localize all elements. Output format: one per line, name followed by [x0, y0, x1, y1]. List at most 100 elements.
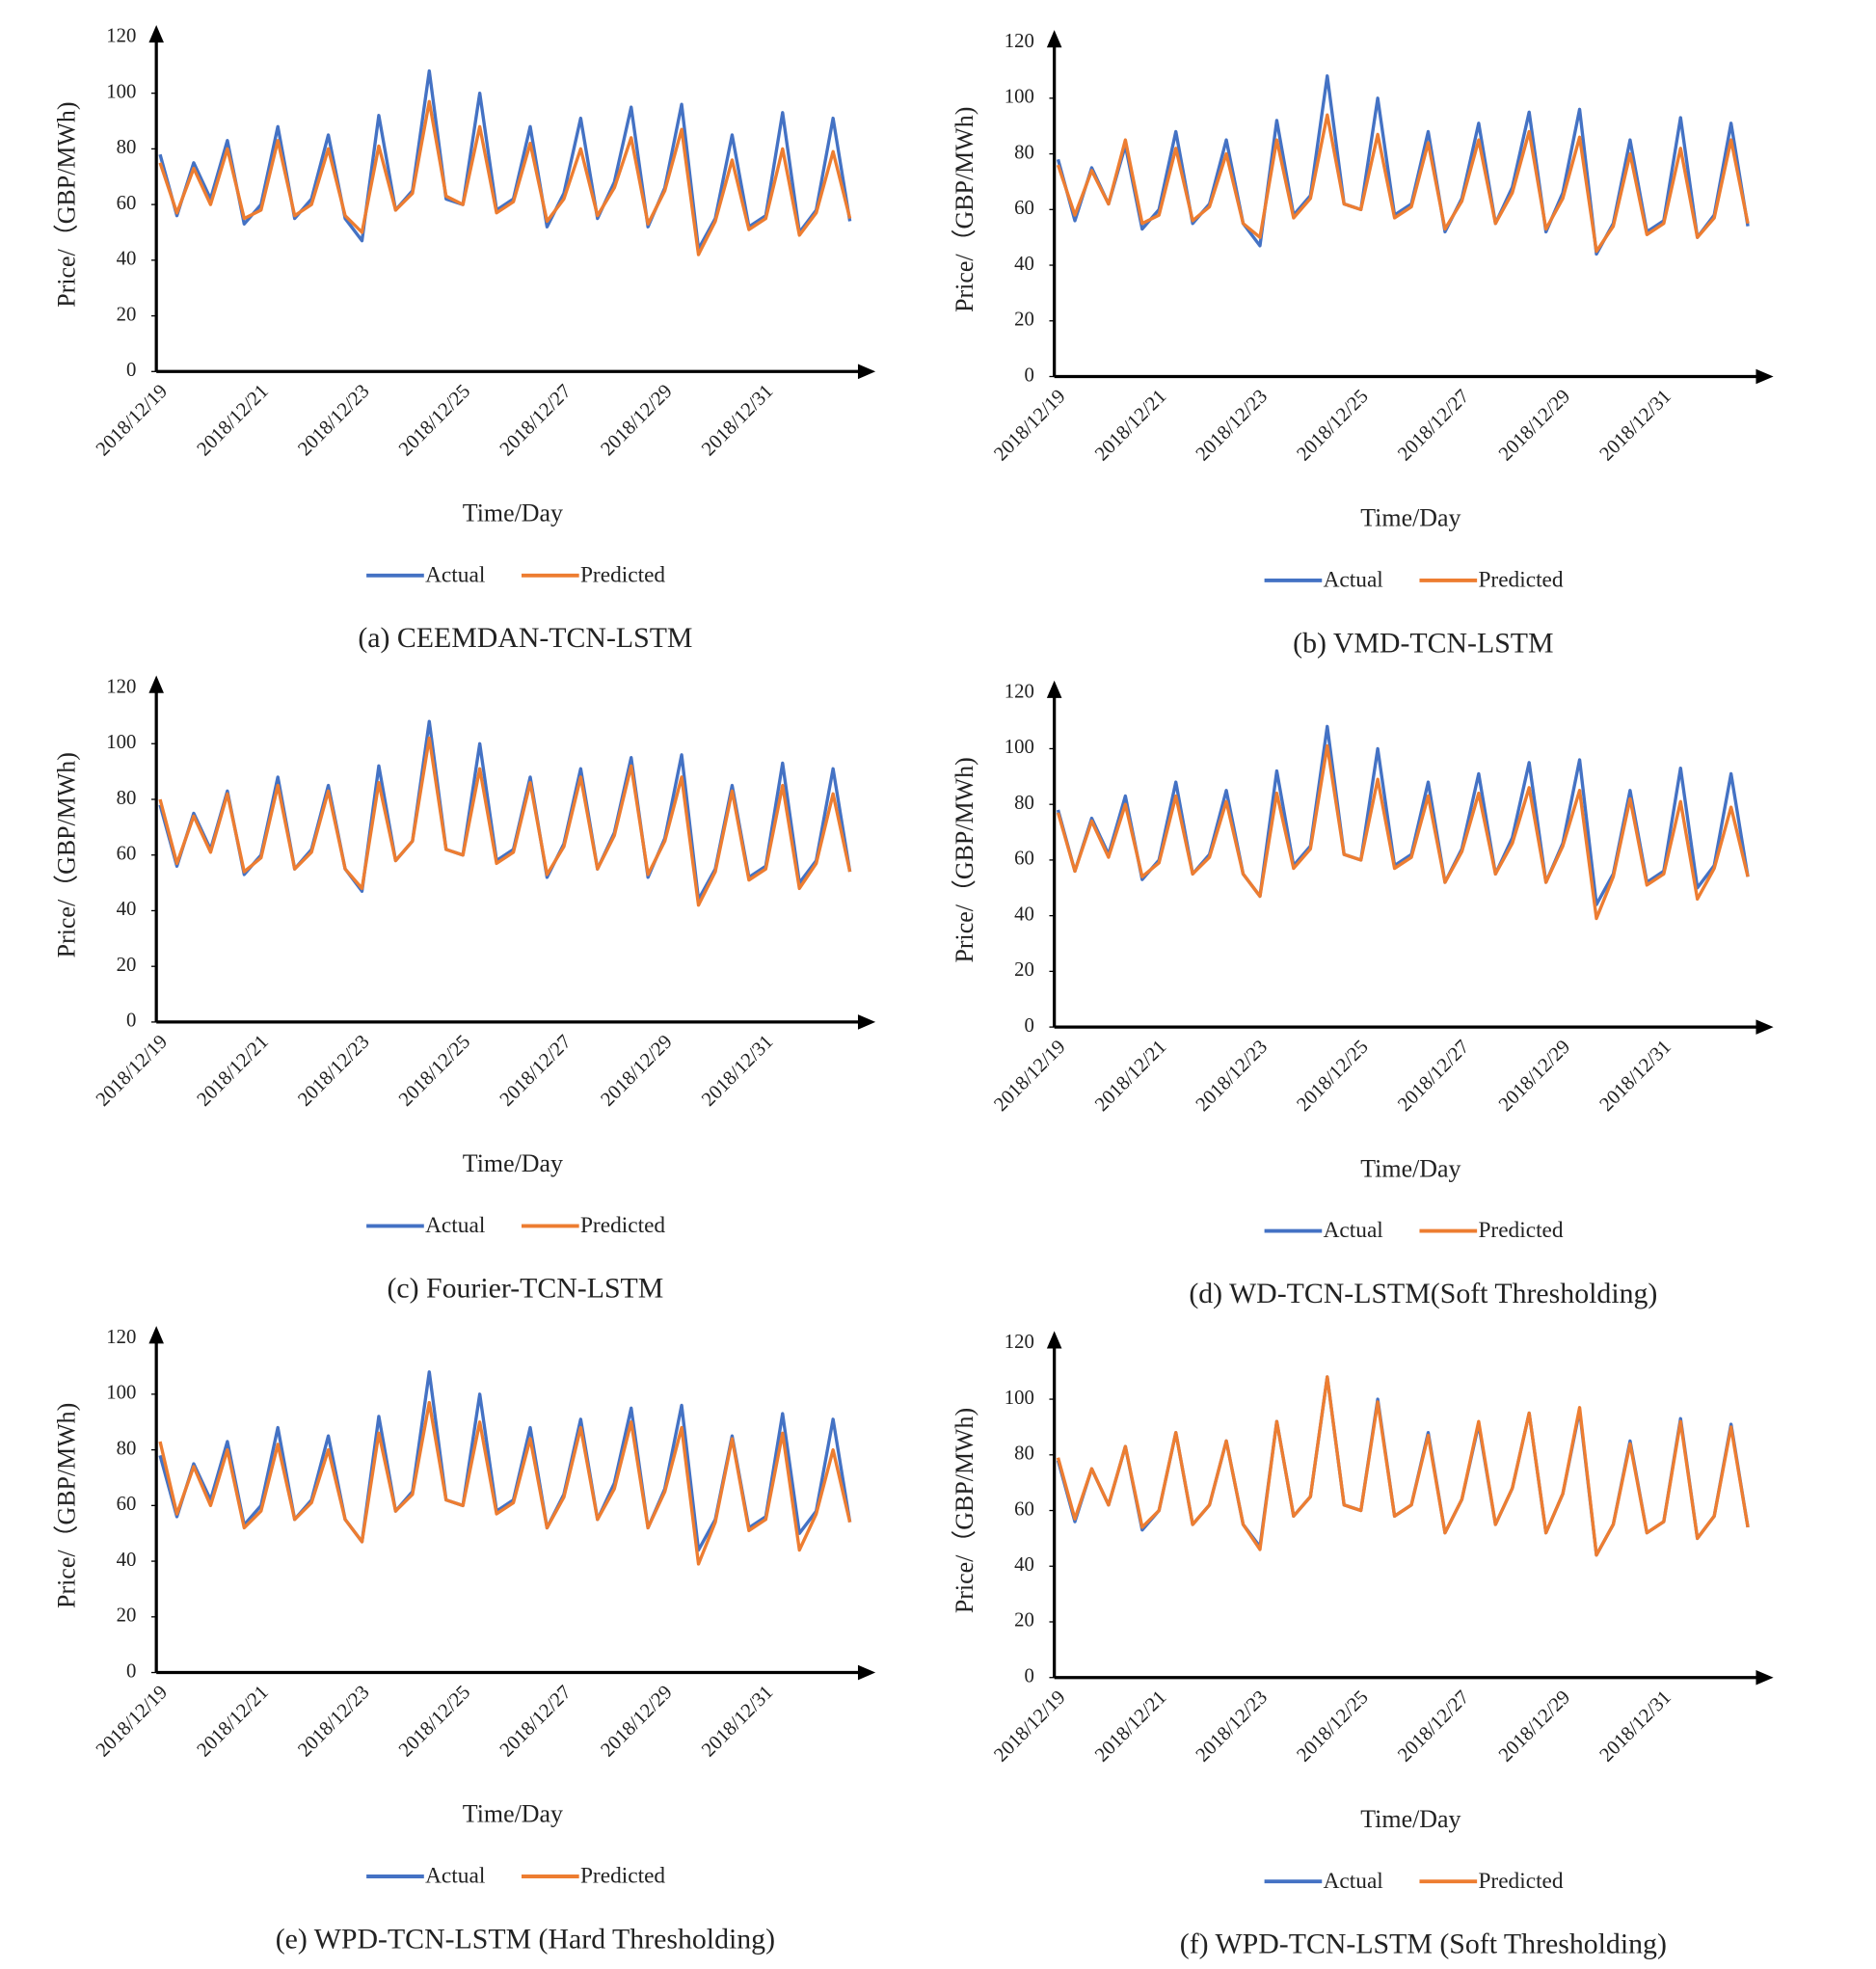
- legend-label: Actual: [1324, 568, 1384, 593]
- x-axis-arrow: [857, 1014, 876, 1030]
- x-tick-label: 2018/12/21: [193, 381, 272, 460]
- y-tick-label: 100: [1005, 1388, 1034, 1409]
- legend-label: Actual: [425, 562, 486, 587]
- x-tick-label: 2018/12/23: [1193, 386, 1272, 465]
- data-line: [158, 68, 852, 251]
- y-tick-label: 120: [1005, 681, 1034, 702]
- x-axis-title: Time/Day: [1360, 1154, 1461, 1182]
- y-tick-label: 60: [117, 193, 137, 214]
- x-tick-label: 2018/12/29: [597, 381, 676, 460]
- x-axis-title: Time/Day: [463, 499, 563, 526]
- chart-caption: (a) CEEMDAN-TCN-LSTM: [358, 622, 692, 654]
- y-axis-arrow: [1046, 1331, 1062, 1349]
- x-tick-label: 2018/12/31: [1596, 1686, 1675, 1766]
- data-line: [158, 736, 852, 907]
- y-tick-label: 100: [1005, 87, 1034, 108]
- x-tick-label: 2018/12/31: [698, 1682, 777, 1761]
- x-tick-label: 2018/12/19: [93, 381, 172, 460]
- x-tick-label: 2018/12/25: [395, 1031, 474, 1110]
- y-tick-label: 60: [1014, 198, 1034, 219]
- y-tick-label: 40: [1014, 1554, 1034, 1576]
- x-axis-arrow: [1755, 1669, 1774, 1686]
- chart-caption: (d) WD-TCN-LSTM(Soft Thresholding): [1189, 1278, 1657, 1309]
- data-line: [1056, 74, 1750, 256]
- x-tick-label: 2018/12/23: [294, 381, 373, 460]
- x-tick-label: 2018/12/23: [1193, 1037, 1272, 1116]
- chart-panel: 0 20 40 60 80 100 120 2018/12/19 2018/12/21 2018/…: [951, 30, 1774, 659]
- y-tick-label: 0: [126, 360, 136, 381]
- y-axis-arrow: [1046, 680, 1062, 698]
- x-tick-label: 2018/12/25: [1293, 1037, 1372, 1116]
- legend-label: Actual: [1324, 1869, 1384, 1894]
- data-line: [1056, 1375, 1750, 1557]
- data-line: [158, 99, 852, 256]
- x-axis-arrow: [1755, 368, 1774, 385]
- y-axis-title: Price/（GBP/MWh): [951, 107, 978, 312]
- y-tick-label: 0: [126, 1660, 136, 1682]
- y-tick-label: 20: [117, 1605, 137, 1627]
- x-tick-label: 2018/12/25: [395, 381, 474, 460]
- y-axis-arrow: [148, 24, 164, 43]
- legend-label: Predicted: [580, 562, 665, 587]
- x-axis-arrow: [857, 1664, 876, 1681]
- x-tick-label: 2018/12/31: [1596, 386, 1675, 465]
- x-tick-label: 2018/12/25: [1293, 1686, 1372, 1766]
- x-tick-label: 2018/12/19: [990, 386, 1069, 465]
- y-tick-label: 40: [117, 1550, 137, 1571]
- y-tick-label: 0: [1025, 364, 1034, 386]
- x-tick-label: 2018/12/21: [193, 1031, 272, 1110]
- y-axis-title: Price/（GBP/MWh): [951, 757, 978, 962]
- y-tick-label: 80: [1014, 793, 1034, 814]
- data-line: [158, 1400, 852, 1566]
- y-tick-label: 60: [1014, 1498, 1034, 1520]
- x-tick-label: 2018/12/21: [1091, 386, 1170, 465]
- legend-label: Actual: [1324, 1218, 1384, 1243]
- x-tick-label: 2018/12/19: [990, 1037, 1069, 1116]
- y-tick-label: 80: [117, 788, 137, 809]
- y-tick-label: 100: [106, 81, 136, 102]
- x-tick-label: 2018/12/31: [698, 1031, 777, 1110]
- x-tick-label: 2018/12/27: [1394, 1037, 1473, 1116]
- legend-label: Predicted: [1478, 568, 1563, 593]
- y-axis-title: Price/（GBP/MWh): [52, 101, 80, 307]
- x-axis-title: Time/Day: [463, 1149, 563, 1177]
- chart-caption: (e) WPD-TCN-LSTM (Hard Thresholding): [276, 1923, 775, 1955]
- y-tick-label: 100: [1005, 737, 1034, 758]
- y-axis-title: Price/（GBP/MWh): [52, 1403, 80, 1608]
- chart-panel: 0 20 40 60 80 100 120 2018/12/19 2018/12/21 2018/…: [52, 1326, 876, 1955]
- x-tick-label: 2018/12/29: [1495, 1037, 1574, 1116]
- chart-panel: 0 20 40 60 80 100 120 2018/12/19 2018/12/21 2018/…: [951, 1331, 1774, 1959]
- chart-caption: (b) VMD-TCN-LSTM: [1293, 627, 1553, 659]
- x-axis-title: Time/Day: [1360, 504, 1461, 532]
- x-tick-label: 2018/12/29: [597, 1682, 676, 1761]
- legend-label: Actual: [425, 1213, 486, 1238]
- x-tick-label: 2018/12/21: [1091, 1037, 1170, 1116]
- x-axis-arrow: [1755, 1019, 1774, 1035]
- chart-panel: 0 20 40 60 80 100 120 2018/12/19 2018/12/21 2018/…: [52, 675, 876, 1305]
- x-tick-label: 2018/12/21: [1091, 1686, 1170, 1766]
- x-tick-label: 2018/12/31: [698, 381, 777, 460]
- x-tick-label: 2018/12/27: [1394, 386, 1473, 465]
- y-tick-label: 0: [126, 1011, 136, 1032]
- x-tick-label: 2018/12/21: [193, 1682, 272, 1761]
- x-tick-label: 2018/12/31: [1596, 1037, 1675, 1116]
- y-tick-label: 100: [106, 1383, 136, 1404]
- y-tick-label: 80: [1014, 142, 1034, 163]
- y-tick-label: 120: [1005, 1332, 1034, 1353]
- y-axis-title: Price/（GBP/MWh): [951, 1408, 978, 1613]
- y-tick-label: 40: [117, 249, 137, 270]
- x-tick-label: 2018/12/29: [597, 1031, 676, 1110]
- y-tick-label: 20: [117, 955, 137, 976]
- chart-panel: 0 20 40 60 80 100 120 2018/12/19 2018/12/21 2018/…: [951, 680, 1774, 1309]
- x-tick-label: 2018/12/27: [496, 1682, 576, 1761]
- y-axis-arrow: [1046, 30, 1062, 48]
- x-tick-label: 2018/12/27: [1394, 1686, 1473, 1766]
- x-tick-label: 2018/12/19: [93, 1031, 172, 1110]
- x-tick-label: 2018/12/29: [1495, 386, 1574, 465]
- y-tick-label: 120: [1005, 31, 1034, 52]
- y-tick-label: 80: [117, 1438, 137, 1459]
- data-line: [1056, 743, 1750, 921]
- y-tick-label: 120: [106, 1327, 136, 1348]
- x-tick-label: 2018/12/27: [496, 1031, 576, 1110]
- y-axis-title: Price/（GBP/MWh): [52, 752, 80, 958]
